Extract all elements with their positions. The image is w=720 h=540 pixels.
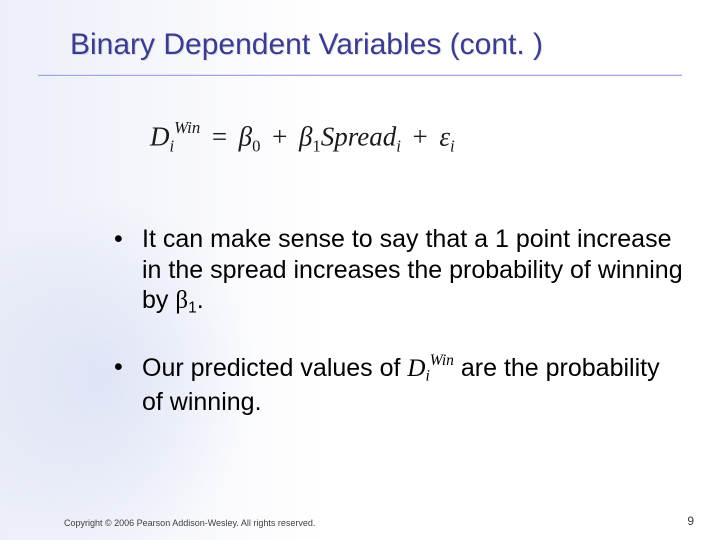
equation: DiWin = β0 + β1Spreadi + εi: [150, 118, 455, 156]
eq-eps: ε: [439, 122, 450, 152]
copyright-text: Copyright © 2006 Pearson Addison-Wesley.…: [64, 518, 315, 528]
bullet-item: Our predicted values of DiWin are the pr…: [114, 352, 684, 417]
bullet-text: Our predicted values of: [142, 354, 407, 382]
bullet-text: It can make sense to say that a 1 point …: [142, 225, 683, 314]
eq-eps-sub: i: [450, 136, 455, 155]
slide: Binary Dependent Variables (cont. ) DiWi…: [0, 0, 720, 540]
page-number: 9: [687, 514, 694, 528]
eq-plus2: +: [413, 122, 428, 152]
eq-b1: β: [299, 122, 312, 152]
d-var: D: [407, 355, 425, 382]
eq-plus1: +: [272, 122, 287, 152]
d-sup: Win: [430, 352, 454, 369]
bullet-item: It can make sense to say that a 1 point …: [114, 224, 684, 318]
eq-spread-sub: i: [396, 136, 401, 155]
title-underline: [38, 74, 682, 76]
eq-lhs-var: D: [150, 122, 170, 152]
eq-lhs-sup: Win: [174, 118, 200, 137]
eq-spread: Spread: [321, 122, 397, 152]
d-sub: i: [425, 368, 429, 385]
beta-sub: 1: [188, 299, 197, 316]
eq-b1-sub: 1: [312, 136, 320, 155]
eq-equals: =: [212, 122, 227, 152]
bullet-text-post: .: [197, 286, 204, 314]
beta-symbol: β: [175, 287, 188, 314]
eq-b0-sub: 0: [252, 136, 260, 155]
eq-b0: β: [239, 122, 252, 152]
eq-lhs-sub: i: [170, 136, 175, 155]
slide-title: Binary Dependent Variables (cont. ): [70, 28, 543, 62]
bullet-list: It can make sense to say that a 1 point …: [74, 224, 684, 451]
